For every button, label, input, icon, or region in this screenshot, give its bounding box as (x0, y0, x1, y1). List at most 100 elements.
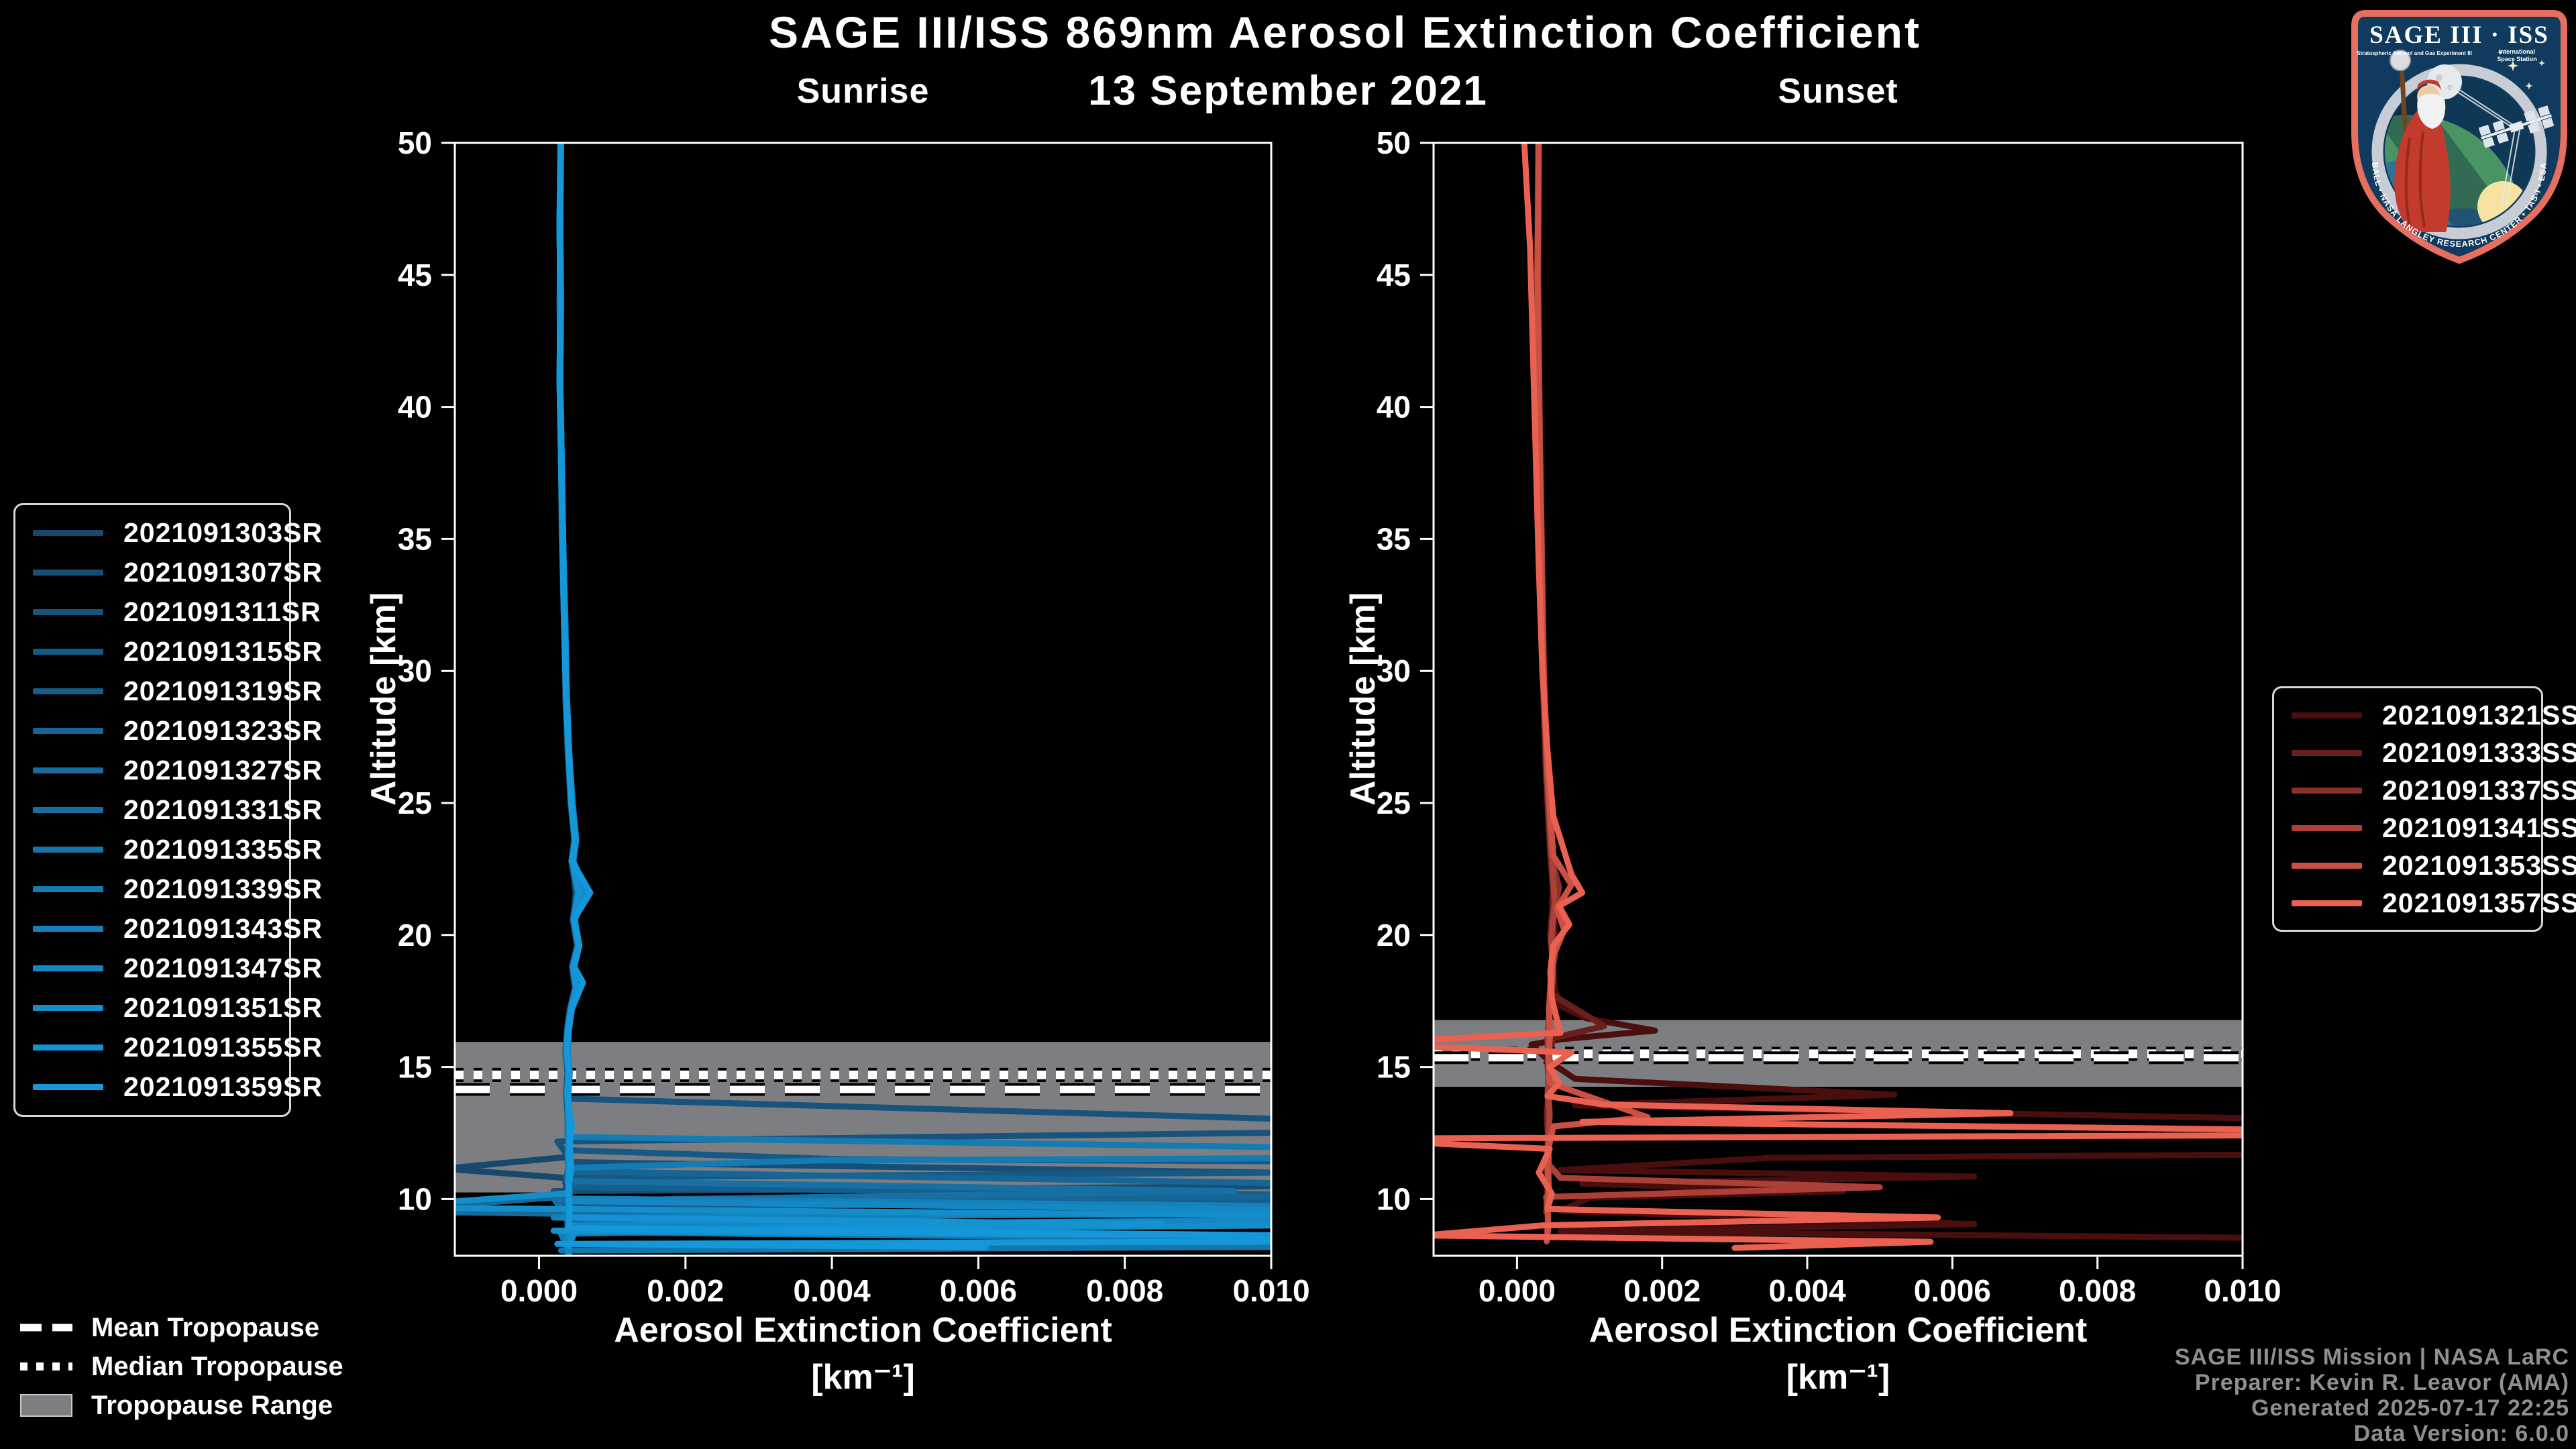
legend-swatch (33, 609, 103, 615)
legend-item: 2021091339SR (33, 869, 322, 909)
legend-swatch (2292, 824, 2362, 831)
legend-label: 2021091311SR (123, 596, 321, 627)
legend-label: 2021091331SR (123, 794, 323, 825)
earth (2385, 115, 2523, 226)
legend-sunset: 2021091321SS 2021091333SS 2021091337SS 2021… (2272, 686, 2576, 932)
legend-item: 2021091335SR (33, 830, 322, 869)
legend-swatch (33, 886, 103, 892)
legend-item: 2021091359SR (33, 1067, 322, 1107)
legend-label: Mean Tropopause (91, 1312, 320, 1342)
legend-swatch (33, 767, 103, 773)
legend-swatch (33, 1084, 103, 1090)
dotted-line-icon (20, 1362, 72, 1371)
legend-item: 2021091333SS (2292, 734, 2576, 771)
plot-spines (453, 142, 1273, 1257)
figure-date: 13 September 2021 (1088, 68, 1488, 114)
footer-generated: Generated 2025-07-17 22:25 (2251, 1395, 2569, 1421)
x-tick-label: 0.000 (1479, 1273, 1556, 1308)
band-swatch-icon (20, 1394, 72, 1417)
y-tick-label: 40 (1377, 390, 1411, 425)
legend-item: 2021091311SR (33, 592, 321, 632)
footer: SAGE III/ISS Mission | NASA LaRC Prepare… (2175, 1344, 2569, 1446)
y-tick-label: 15 (398, 1050, 432, 1085)
legend-item: 2021091331SR (33, 790, 322, 830)
x-tick-label: 0.004 (1768, 1273, 1846, 1308)
legend-item-mean-tropopause: Mean Tropopause (20, 1308, 343, 1347)
stars (2498, 50, 2545, 90)
panel-title-sunrise: Sunrise (796, 72, 930, 111)
x-tick-label: 0.002 (647, 1273, 724, 1308)
legend-swatch (33, 807, 103, 813)
legend-item: 2021091307SR (33, 553, 322, 592)
legend-label: 2021091327SR (123, 755, 323, 786)
legend-item: 2021091357SS (2292, 884, 2576, 922)
legend-swatch (2292, 749, 2362, 756)
footer-data-version: Data Version: 6.0.0 (2353, 1421, 2569, 1446)
legend-item: 2021091341SS (2292, 809, 2576, 847)
legend-item: 2021091327SR (33, 751, 322, 790)
legend-swatch (2292, 712, 2362, 718)
legend-label: 2021091323SR (123, 715, 323, 746)
footer-mission: SAGE III/ISS Mission | NASA LaRC (2174, 1344, 2569, 1370)
sage-iss-mission-patch-logo: SAGE III · ISS Stratospheric Aerosol and… (2345, 4, 2573, 266)
legend-item-median-tropopause: Median Tropopause (20, 1347, 343, 1386)
legend-swatch (2292, 862, 2362, 869)
sunset-chart: 0.000 0.002 0.004 0.006 0.008 0.010 50 45 40 35 30… (1377, 125, 2282, 1308)
legend-swatch (33, 847, 103, 853)
y-tick-label: 25 (1377, 786, 1411, 820)
legend-swatch (33, 728, 103, 734)
y-tick-label: 20 (1377, 918, 1411, 953)
x-axis-title-sunset: Aerosol Extinction Coefficient [km⁻¹] (1434, 1307, 2243, 1401)
figure-title: SAGE III/ISS 869nm Aerosol Extinction Co… (769, 7, 1921, 57)
legend-item: 2021091323SR (33, 711, 322, 751)
x-axis-label: Aerosol Extinction Coefficient (614, 1311, 1112, 1350)
legend-label: 2021091351SR (123, 992, 323, 1023)
legend-item: 2021091315SR (33, 632, 322, 672)
dashed-line-icon (20, 1323, 72, 1332)
legend-label: 2021091355SR (123, 1032, 323, 1063)
y-tick-label: 35 (1377, 521, 1411, 556)
y-tick-label: 30 (1377, 653, 1411, 688)
legend-item: 2021091355SR (33, 1028, 322, 1067)
legend-label: 2021091307SR (123, 557, 323, 588)
legend-item: 2021091353SS (2292, 847, 2576, 884)
legend-sunrise: 2021091303SR 2021091307SR 2021091311SR 2021… (13, 503, 322, 1117)
legend-swatch (33, 570, 103, 576)
legend-item: 2021091347SR (33, 949, 322, 988)
y-tick-label: 35 (398, 521, 432, 556)
patch-ring (2371, 64, 2547, 239)
x-tick-label: 0.010 (2204, 1273, 2281, 1308)
legend-label: 2021091353SS (2382, 849, 2576, 881)
legend-item: 2021091319SR (33, 672, 322, 711)
sunrise-plot: 0.000 0.002 0.004 0.006 0.008 0.010 50 45 40 35 30… (398, 125, 1310, 1308)
patch-subtitle-right-1: International (2499, 48, 2535, 55)
legend-label: 2021091319SR (123, 676, 323, 706)
y-tick-label: 25 (398, 786, 432, 820)
legend-swatch (33, 1044, 103, 1051)
y-tick-label: 45 (1377, 258, 1411, 292)
legend-label: Tropopause Range (91, 1390, 333, 1420)
series-line-2021091357SS (1434, 143, 2243, 1251)
legend-label: 2021091357SS (2382, 887, 2576, 918)
legend-label: 2021091333SS (2382, 737, 2576, 768)
legend-label: 2021091337SS (2382, 774, 2576, 806)
legend-label: 2021091303SR (123, 517, 323, 548)
iss-icon (2478, 105, 2555, 148)
legend-label: 2021091335SR (123, 834, 323, 865)
x-axis-title-sunrise: Aerosol Extinction Coefficient [km⁻¹] (455, 1307, 1271, 1401)
y-tick-label: 50 (1377, 125, 1411, 160)
x-tick-label: 0.008 (2059, 1273, 2136, 1308)
y-tick-label: 10 (398, 1181, 432, 1216)
legend-item: 2021091303SR (33, 513, 322, 553)
legend-swatch (2292, 900, 2362, 906)
patch-subtitle-right-2: Space Station (2497, 56, 2537, 62)
legend-label: 2021091341SS (2382, 812, 2576, 843)
legend-item: 2021091337SS (2292, 771, 2576, 809)
legend-swatch (33, 926, 103, 932)
x-axis-label: Aerosol Extinction Coefficient (1589, 1311, 2088, 1350)
patch-subtitle-left: Stratospheric Aerosol and Gas Experiment… (2357, 50, 2472, 56)
legend-item: 2021091351SR (33, 988, 322, 1028)
legend-swatch (33, 649, 103, 655)
y-axis-title-sunrise: Altitude [km] (364, 592, 403, 806)
